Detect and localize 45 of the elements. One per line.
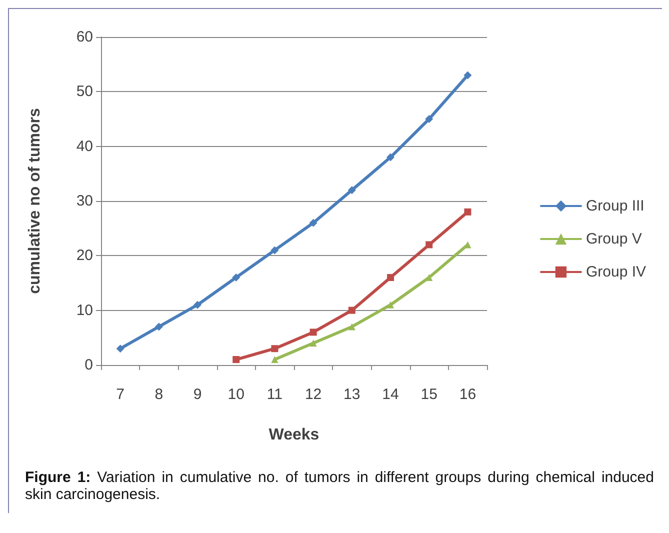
x-tick-label: 9 — [193, 386, 202, 403]
y-tick-label: 20 — [76, 247, 93, 264]
point — [348, 186, 356, 194]
point — [270, 246, 279, 254]
point — [232, 274, 240, 282]
point — [464, 71, 472, 80]
x-tick-label: 10 — [228, 386, 244, 403]
point — [464, 208, 472, 216]
point — [232, 356, 240, 364]
point — [271, 356, 278, 364]
point — [310, 328, 317, 336]
point — [426, 241, 433, 248]
point — [116, 344, 124, 353]
x-tick-label: 7 — [116, 386, 124, 403]
point — [310, 340, 317, 347]
y-tick-label: 60 — [76, 28, 93, 46]
x-tick-label: 8 — [154, 386, 164, 403]
x-tick-label: 11 — [266, 386, 282, 403]
point — [426, 274, 433, 282]
legend-label: Group V — [586, 230, 642, 248]
y-tick-label: 0 — [84, 356, 93, 374]
legend-label: Group IV — [586, 264, 646, 280]
x-tick-label: 16 — [459, 386, 476, 403]
y-axis-title: cumulative no of tumors — [26, 108, 44, 294]
point — [348, 306, 356, 314]
caption: Figure 1: Variation in cumulative no. of tumors in different groups during chemical induced skin carcinogenesis. — [24, 469, 655, 505]
point — [309, 218, 318, 227]
y-tick-label: 40 — [76, 138, 93, 155]
x-tick-label: 15 — [420, 386, 438, 403]
point — [387, 301, 394, 308]
x-tick-label: 13 — [344, 386, 360, 403]
legend-label: Group III — [586, 198, 644, 214]
point — [425, 115, 434, 123]
y-tick-label: 10 — [76, 302, 93, 319]
point — [387, 274, 394, 282]
y-tick-label: 50 — [76, 83, 93, 100]
x-tick-label: 12 — [304, 386, 322, 403]
x-axis-title: Weeks — [268, 426, 320, 444]
y-tick-label: 30 — [76, 192, 93, 210]
point — [154, 322, 163, 331]
point — [271, 345, 278, 352]
point — [348, 323, 356, 330]
point — [386, 153, 394, 162]
point — [194, 300, 202, 309]
x-tick-label: 14 — [382, 386, 399, 403]
